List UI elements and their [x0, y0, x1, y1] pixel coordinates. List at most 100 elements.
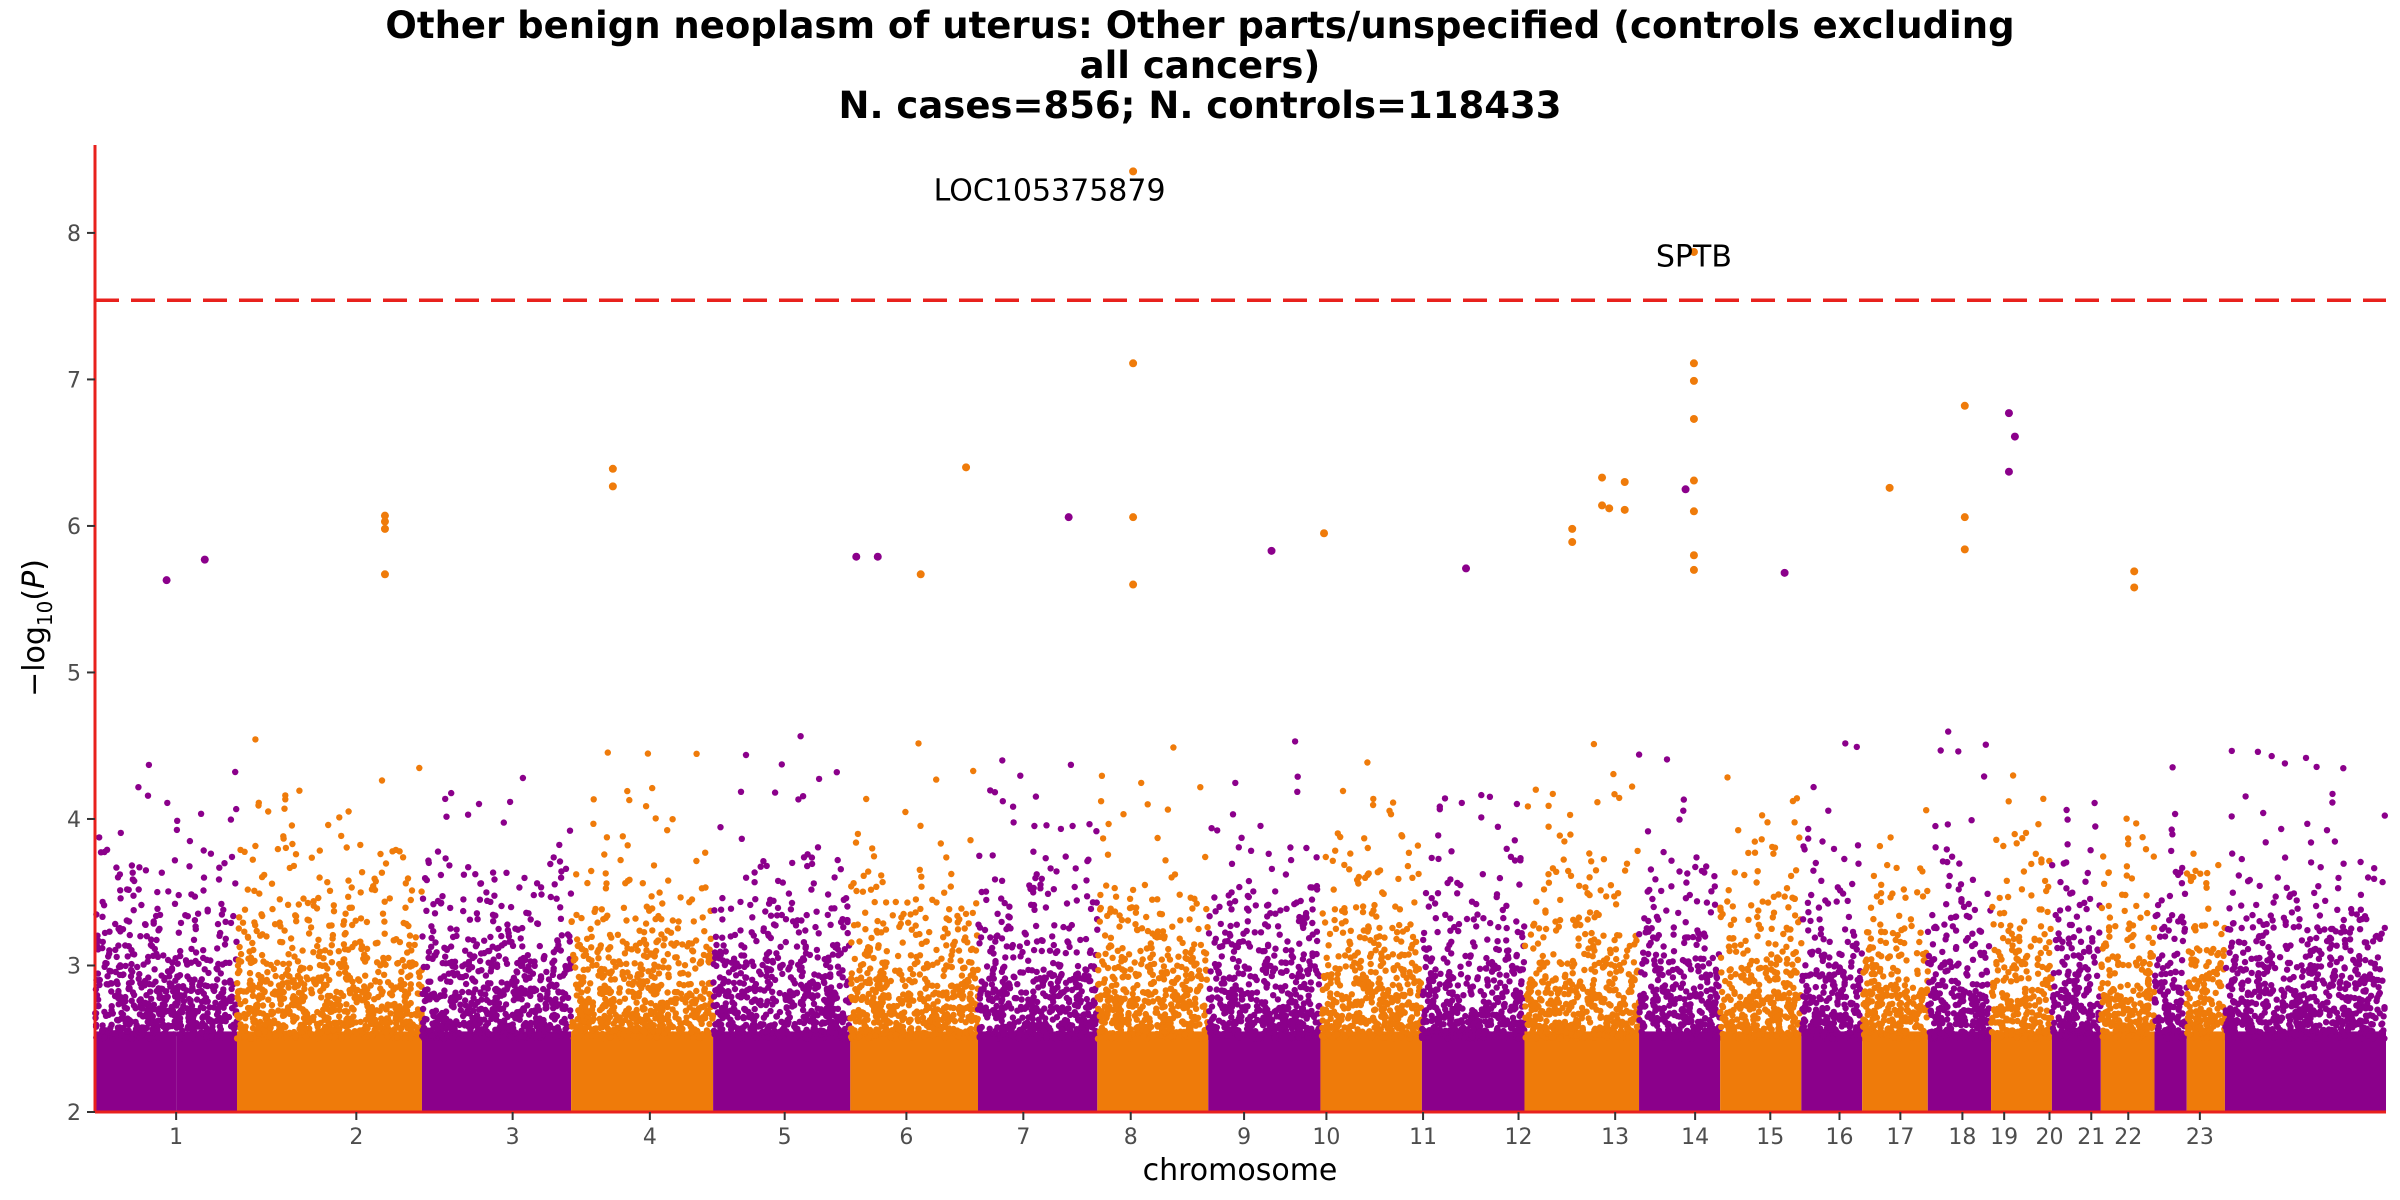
snp-point — [886, 1009, 893, 1016]
snp-point — [1058, 989, 1065, 996]
snp-point — [222, 1000, 229, 1007]
snp-point — [836, 970, 843, 977]
snp-point — [507, 903, 515, 911]
snp-point — [987, 934, 994, 941]
snp-point — [335, 997, 342, 1004]
snp-point — [282, 1023, 289, 1030]
snp-point — [150, 918, 157, 925]
snp-point — [1040, 966, 1047, 973]
snp-point — [1028, 1007, 1036, 1014]
snp-point — [130, 907, 137, 914]
snp-point — [652, 1002, 659, 1010]
snp-point — [795, 796, 802, 803]
snp-point — [621, 1010, 628, 1018]
snp-point — [502, 956, 509, 963]
snp-point — [772, 998, 780, 1005]
snp-point — [526, 1023, 534, 1030]
snp-point — [460, 896, 467, 903]
snp-point — [188, 891, 195, 898]
snp-point — [706, 1020, 713, 1028]
snp-point — [1042, 904, 1050, 911]
snp-point — [298, 1024, 306, 1031]
snp-point — [1165, 945, 1172, 953]
snp-point — [615, 958, 623, 965]
snp-point — [177, 947, 184, 955]
snp-point — [232, 768, 239, 776]
snp-point — [408, 887, 416, 894]
snp-point — [770, 1023, 777, 1031]
snp-point — [122, 993, 129, 1001]
snp-point — [291, 953, 298, 960]
snp-point — [1160, 935, 1168, 942]
snp-point — [917, 822, 924, 829]
snp-point — [129, 869, 136, 876]
snp-point — [955, 947, 963, 954]
snp-point — [1099, 835, 1107, 842]
snp-point — [822, 961, 830, 969]
snp-point — [1188, 1019, 1195, 1026]
snp-point — [1010, 819, 1017, 826]
snp-point — [554, 938, 561, 945]
snp-point — [751, 983, 758, 991]
snp-point — [624, 969, 631, 976]
snp-point — [514, 959, 521, 967]
snp-point — [475, 800, 483, 808]
snp-point — [586, 1019, 593, 1026]
snp-point — [965, 920, 972, 927]
snp-point — [1245, 877, 1253, 885]
snp-point — [646, 1033, 654, 1041]
snp-point — [1006, 914, 1013, 921]
snp-point — [864, 979, 871, 987]
snp-point — [1206, 985, 1214, 992]
snp-point — [468, 964, 476, 971]
snp-point — [785, 966, 792, 973]
snp-point — [530, 891, 537, 899]
snp-point — [398, 968, 405, 975]
snp-point — [178, 1006, 185, 1014]
snp-point — [342, 974, 350, 982]
snp-point — [490, 918, 497, 925]
snp-point — [502, 1010, 509, 1018]
snp-point — [1126, 895, 1134, 902]
snp-point — [1159, 973, 1167, 980]
snp-point — [1121, 986, 1128, 993]
snp-point — [286, 1029, 293, 1037]
snp-point — [737, 898, 744, 906]
snp-point — [978, 1023, 985, 1031]
snp-point — [362, 972, 369, 979]
snp-point — [710, 979, 717, 986]
snp-point — [601, 982, 608, 989]
snp-point — [414, 1029, 422, 1036]
snp-point — [241, 1010, 248, 1018]
snp-point — [407, 972, 414, 979]
snp-point — [1016, 943, 1023, 950]
snp-point — [660, 942, 667, 949]
snp-point — [326, 976, 333, 984]
snp-point — [524, 952, 531, 959]
snp-point — [120, 1024, 127, 1032]
snp-point — [741, 1034, 748, 1042]
snp-point — [693, 997, 700, 1004]
snp-point — [782, 916, 790, 923]
snp-point — [810, 1000, 818, 1007]
snp-point — [789, 1003, 796, 1010]
snp-point — [793, 989, 801, 996]
snp-point — [941, 889, 948, 896]
snp-point — [1178, 1018, 1186, 1025]
snp-point — [719, 894, 726, 902]
snp-point — [995, 990, 1003, 997]
snp-point — [1043, 822, 1050, 829]
snp-point — [576, 980, 584, 988]
snp-point — [247, 1035, 255, 1042]
snp-point — [1094, 926, 1101, 933]
snp-point — [649, 927, 656, 934]
snp-point — [987, 948, 994, 955]
snp-point — [753, 937, 760, 945]
snp-point — [617, 856, 624, 864]
snp-point — [115, 1017, 122, 1024]
snp-point — [425, 1027, 432, 1034]
snp-point — [765, 984, 772, 991]
snp-point — [1098, 1009, 1106, 1017]
snp-point — [392, 1013, 400, 1020]
snp-point — [536, 1032, 543, 1039]
